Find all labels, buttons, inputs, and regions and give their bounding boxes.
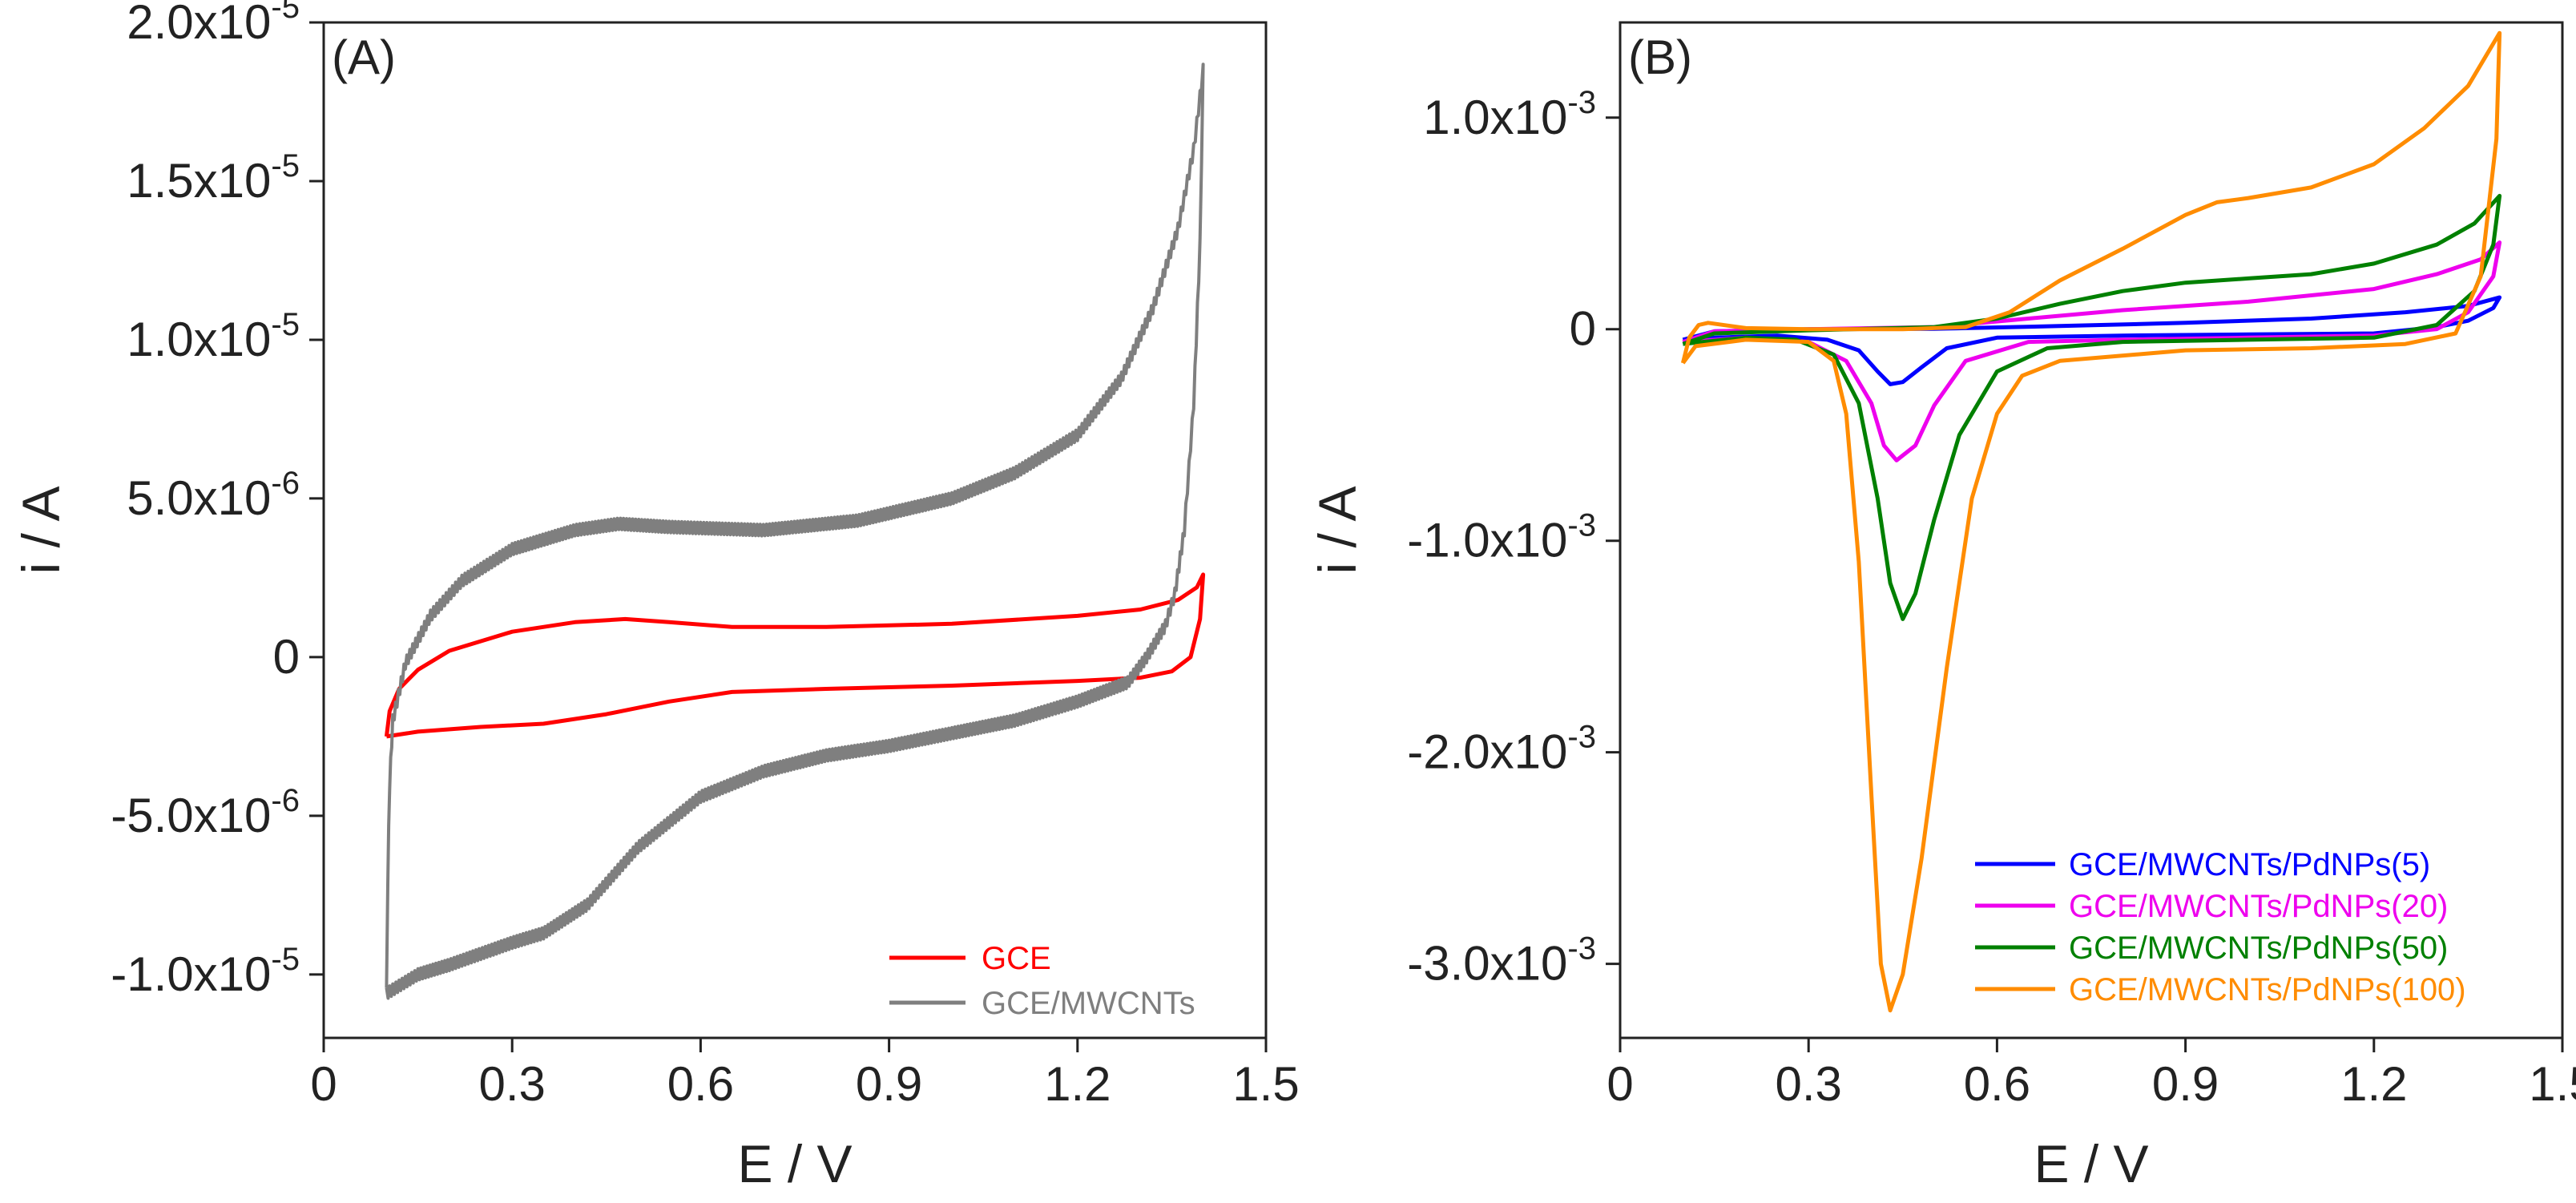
- y-tick-label-0-1: -5.0x10-6: [111, 783, 300, 842]
- series-1-0-line: [1682, 295, 2502, 386]
- x-tick-label-1-1: 0.3: [1775, 1057, 1841, 1111]
- legend-label-0-1: GCE/MWCNTs: [982, 986, 1195, 1021]
- x-tick-label-1-4: 1.2: [2340, 1057, 2407, 1111]
- y-tick-label-0-6: 2.0x10-5: [127, 0, 300, 49]
- panel-label-1: (B): [1628, 30, 1692, 84]
- x-tick-label-0-0: 0: [310, 1057, 337, 1111]
- x-tick-label-0-1: 0.3: [478, 1057, 545, 1111]
- y-tick-label-1-3: 0: [1570, 302, 1596, 356]
- series-1-3-line: [1680, 30, 2502, 1013]
- x-tick-label-1-5: 1.5: [2529, 1057, 2576, 1111]
- y-tick-label-0-4: 1.0x10-5: [127, 307, 300, 366]
- plot-frame-1: [1619, 21, 2564, 1040]
- x-tick-label-1-2: 0.6: [1964, 1057, 2030, 1111]
- x-tick-label-0-4: 1.2: [1044, 1057, 1111, 1111]
- series-1-1-line: [1682, 240, 2502, 462]
- y-tick-label-0-2: 0: [273, 630, 300, 684]
- y-tick-label-1-0: -3.0x10-3: [1407, 931, 1596, 991]
- legend-label-0-0: GCE: [982, 941, 1051, 976]
- x-tick-label-1-0: 0: [1606, 1057, 1633, 1111]
- panel-b: 0 0.3 0.6 0.9 1.2 1.5 -3.0x10-3 -2.0x10-3 -1.0x1…: [1308, 21, 2576, 1193]
- series-1-2-line: [1682, 193, 2502, 621]
- x-axis-title-0: E / V: [737, 1134, 852, 1193]
- plot-frame-0: [322, 21, 1268, 1040]
- y-tick-label-0-3: 5.0x10-6: [127, 466, 300, 525]
- x-axis-title-1: E / V: [2034, 1134, 2148, 1193]
- x-tick-label-0-5: 1.5: [1232, 1057, 1299, 1111]
- y-tick-label-0-5: 1.5x10-5: [127, 148, 300, 208]
- x-tick-label-0-3: 0.9: [856, 1057, 922, 1111]
- y-tick-label-1-4: 1.0x10-3: [1423, 85, 1596, 144]
- x-tick-label-0-2: 0.6: [667, 1057, 734, 1111]
- y-axis-title-0: i / A: [11, 486, 71, 574]
- legend-label-1-1: GCE/MWCNTs/PdNPs(20): [2069, 889, 2448, 924]
- legend-label-1-0: GCE/MWCNTs/PdNPs(5): [2069, 847, 2430, 882]
- y-axis-title-1: i / A: [1308, 486, 1367, 574]
- x-tick-label-1-3: 0.9: [2152, 1057, 2219, 1111]
- y-tick-label-0-0: -1.0x10-5: [111, 942, 300, 1001]
- panel-label-0: (A): [332, 30, 396, 84]
- legend-label-1-3: GCE/MWCNTs/PdNPs(100): [2069, 972, 2466, 1007]
- legend-label-1-2: GCE/MWCNTs/PdNPs(50): [2069, 931, 2448, 966]
- panel-a: 0 0.3 0.6 0.9 1.2 1.5 -1.0x10-5 -5.0x10-6 0 5.0x1…: [11, 0, 1300, 1193]
- series-0-1-line: [385, 63, 1205, 1000]
- y-tick-label-1-1: -2.0x10-3: [1407, 720, 1596, 779]
- y-tick-label-1-2: -1.0x10-3: [1407, 508, 1596, 567]
- series-0-0-line: [384, 572, 1206, 739]
